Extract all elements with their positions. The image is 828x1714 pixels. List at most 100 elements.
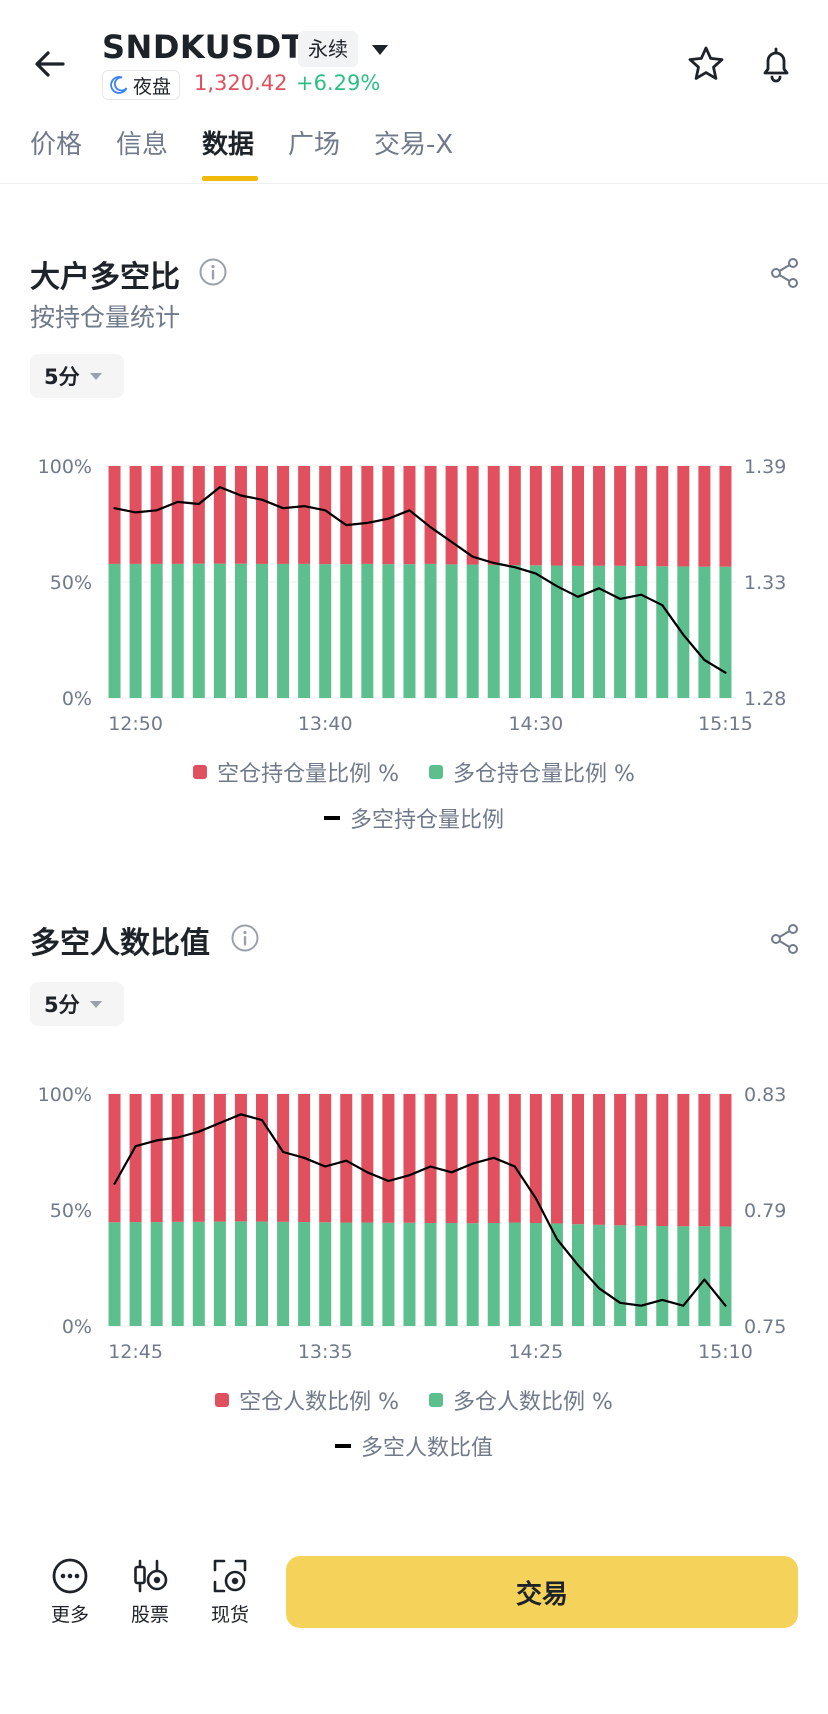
bar-short: [171, 1094, 184, 1222]
bar-long: [298, 563, 311, 698]
chart-svg: 0% 50% 100% 1.28 1.33 1.39 12:50 13:40 14:30 15:1…: [38, 456, 787, 730]
bar-short: [256, 466, 268, 564]
tab-data[interactable]: 数据: [202, 130, 255, 160]
bar-short: [466, 466, 479, 565]
bar-short: [213, 1094, 226, 1222]
caret-down-icon[interactable]: [368, 38, 392, 62]
spot-label: 现货: [210, 1604, 249, 1626]
bar-short: [319, 466, 332, 565]
y-right-tick-label: 1.28: [744, 688, 786, 710]
period-select-value: 5分: [44, 365, 80, 389]
stock-button[interactable]: 股票: [115, 1556, 185, 1627]
trade-button[interactable]: 交易: [286, 1556, 798, 1628]
y-right-tick-label: 1.39: [744, 456, 786, 478]
tab-trade-x[interactable]: 交易-X: [374, 130, 454, 160]
bar-long: [614, 1225, 627, 1326]
bar-long: [466, 1223, 479, 1326]
arrow-left-icon: [35, 51, 65, 77]
info-icon[interactable]: [198, 257, 228, 287]
legend-label: 多仓人数比例 %: [453, 1390, 613, 1415]
info-icon[interactable]: [230, 923, 260, 953]
bar-long: [572, 1224, 584, 1326]
bar-long: [129, 1222, 142, 1326]
x-tick-label: 12:45: [108, 1341, 163, 1358]
tab-bar: 价格 信息 数据 广场 交易-X: [0, 118, 828, 184]
bar-long: [382, 564, 395, 698]
bar-short: [487, 466, 500, 565]
bar-long: [361, 563, 374, 698]
bar-short: [403, 466, 416, 565]
bar-short: [593, 466, 606, 566]
back-button[interactable]: [28, 42, 72, 86]
bar-long: [108, 1222, 121, 1326]
legend-item-ratio[interactable]: 多空人数比值: [334, 1430, 493, 1462]
share-icon[interactable]: [768, 922, 802, 956]
legend-item-short[interactable]: 空仓人数比例 %: [215, 1384, 399, 1416]
bar-long: [234, 1221, 247, 1326]
bar-short: [466, 1094, 479, 1224]
bar-long: [656, 1226, 669, 1326]
legend-item-short[interactable]: 空仓持仓量比例 %: [193, 756, 399, 788]
stock-icon: [134, 1559, 168, 1593]
bottom-action-bar: 更多 股票 现货 交易: [0, 1538, 828, 1658]
tab-info[interactable]: 信息: [116, 130, 169, 160]
spot-button[interactable]: 现货: [195, 1556, 265, 1627]
y-right-tick-label: 1.33: [744, 572, 786, 594]
bar-long: [403, 564, 416, 698]
section-subtitle: 按持仓量统计: [30, 303, 181, 332]
bar-short: [445, 1094, 458, 1223]
legend-label: 多空持仓量比例: [349, 808, 504, 833]
bar-short: [572, 1094, 584, 1225]
legend-item-ratio[interactable]: 多空持仓量比例: [323, 802, 504, 834]
legend-swatch-line: [334, 1444, 351, 1448]
bar-long: [719, 566, 732, 698]
contract-type-tag: 永续: [298, 31, 358, 67]
bell-icon[interactable]: [756, 44, 796, 84]
legend-item-long[interactable]: 多仓人数比例 %: [429, 1384, 613, 1416]
bar-long: [150, 563, 163, 698]
bar-short: [213, 466, 226, 564]
bar-short: [192, 466, 205, 564]
star-icon[interactable]: [686, 44, 726, 84]
bar-short: [698, 466, 711, 567]
bar-short: [445, 466, 458, 565]
legend-swatch-line: [323, 816, 340, 820]
tab-price[interactable]: 价格: [30, 130, 83, 160]
bar-long: [614, 565, 627, 698]
bar-short: [256, 1094, 268, 1222]
bar-short: [424, 466, 437, 564]
caret-down-icon: [89, 1000, 102, 1008]
period-select[interactable]: 5分: [30, 354, 124, 398]
last-price: 1,320.42: [194, 71, 288, 95]
bar-long: [277, 563, 290, 698]
y-left-tick-label: 50%: [50, 572, 92, 594]
bar-short: [108, 1094, 121, 1223]
y-left-tick-label: 100%: [38, 1084, 92, 1106]
bar-long: [698, 1226, 711, 1326]
symbol-title[interactable]: SNDKUSDT: [102, 28, 305, 66]
legend-item-long[interactable]: 多仓持仓量比例 %: [429, 756, 635, 788]
bar-short: [424, 1094, 437, 1223]
legend-label: 空仓人数比例 %: [239, 1390, 399, 1415]
bar-long: [340, 1222, 353, 1326]
more-icon: [52, 1558, 88, 1594]
bar-short: [340, 1094, 353, 1223]
share-icon[interactable]: [768, 256, 802, 290]
tab-square[interactable]: 广场: [288, 130, 341, 160]
more-button[interactable]: 更多: [35, 1556, 105, 1627]
legend-swatch-long: [429, 1393, 443, 1407]
x-tick-label: 14:25: [508, 1341, 563, 1358]
bar-long: [234, 563, 247, 698]
chart-svg: 0% 50% 100% 0.75 0.79 0.83 12:45 13:35 14:25 15:1…: [38, 1084, 787, 1358]
bar-short: [614, 1094, 627, 1226]
bar-long: [298, 1222, 311, 1326]
bar-short: [508, 1094, 521, 1223]
chart-account-ratio: 0% 50% 100% 0.75 0.79 0.83 12:45 13:35 14:25 15:1…: [0, 1068, 828, 1358]
ratio-line: [113, 485, 727, 674]
bar-short: [277, 1094, 290, 1222]
period-select[interactable]: 5分: [30, 982, 124, 1026]
bar-short: [150, 466, 163, 564]
bar-long: [171, 563, 184, 698]
bar-long: [256, 1221, 268, 1326]
bar-long: [277, 1221, 290, 1326]
